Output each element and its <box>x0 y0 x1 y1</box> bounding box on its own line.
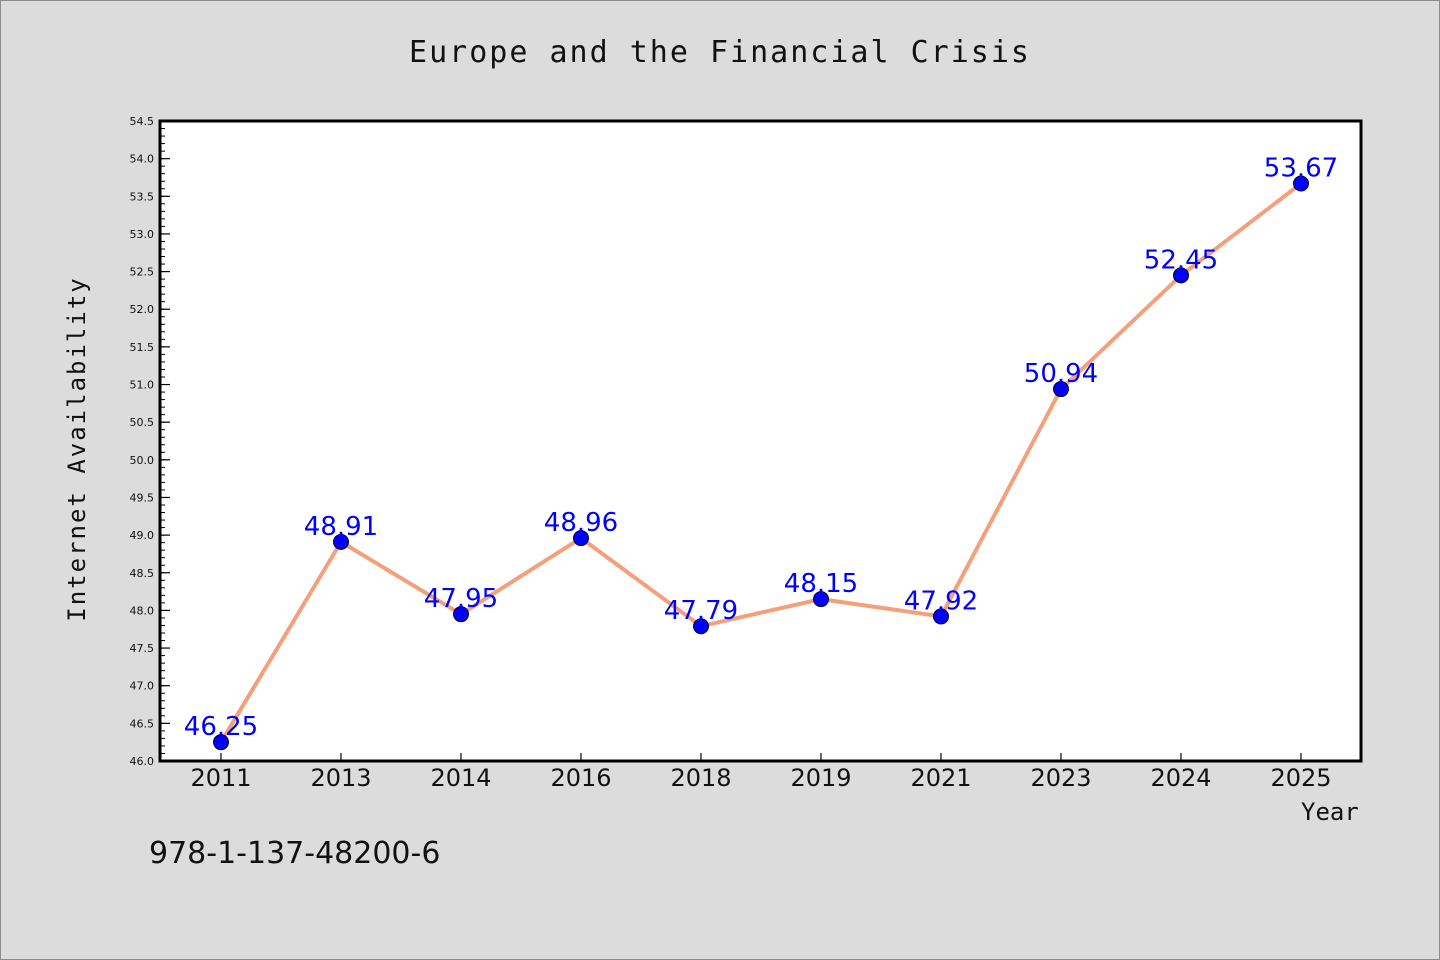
y-tick-label: 50.0 <box>130 454 155 467</box>
y-tick-label: 51.5 <box>130 341 155 354</box>
plot-background <box>160 121 1361 761</box>
y-tick-label: 54.5 <box>130 115 155 128</box>
data-label: 52.45 <box>1144 245 1218 275</box>
chart-title: Europe and the Financial Crisis <box>409 35 1031 70</box>
x-tick-label: 2024 <box>1150 764 1211 792</box>
x-tick-label: 2018 <box>670 764 731 792</box>
x-tick-label: 2014 <box>430 764 491 792</box>
y-tick-label: 49.0 <box>130 529 155 542</box>
y-tick-label: 54.0 <box>130 153 155 166</box>
data-label: 46.25 <box>184 712 258 742</box>
y-tick-label: 46.5 <box>130 717 155 730</box>
y-tick-label: 48.0 <box>130 604 155 617</box>
y-tick-label: 53.0 <box>130 228 155 241</box>
data-point <box>1293 175 1309 192</box>
y-tick-label: 47.5 <box>130 642 155 655</box>
data-label: 47.95 <box>424 584 498 614</box>
data-point <box>573 530 589 547</box>
data-point <box>1173 267 1189 284</box>
x-tick-label: 2011 <box>190 764 251 792</box>
y-tick-label: 52.5 <box>130 266 155 279</box>
x-tick-label: 2025 <box>1270 764 1331 792</box>
data-point <box>213 734 229 751</box>
x-tick-label: 2023 <box>1030 764 1091 792</box>
data-point <box>933 608 949 625</box>
data-point <box>813 591 829 608</box>
y-tick-label: 51.0 <box>130 379 155 392</box>
x-tick-label: 2019 <box>790 764 851 792</box>
data-point <box>693 618 709 635</box>
y-tick-label: 49.5 <box>130 491 155 504</box>
isbn-text: 978-1-137-48200-6 <box>149 836 441 871</box>
data-label: 47.79 <box>664 596 738 626</box>
y-tick-label: 52.0 <box>130 303 155 316</box>
data-point <box>333 533 349 550</box>
x-tick-label: 2013 <box>310 764 371 792</box>
y-tick-label: 47.0 <box>130 680 155 693</box>
data-label: 48.96 <box>544 508 618 538</box>
y-tick-label: 53.5 <box>130 190 155 203</box>
y-axis: 46.0 46.5 47.0 47.5 48.0 48.5 49.0 49.5 50.0 50.5… <box>130 115 170 768</box>
y-tick-label: 46.0 <box>130 755 155 768</box>
x-axis: 2011 2013 2014 2016 2018 2019 2021 2023 2024 2025 <box>190 753 1332 792</box>
x-axis-label: Year <box>1301 798 1359 826</box>
data-point <box>453 606 469 623</box>
data-label: 47.92 <box>904 586 978 616</box>
y-tick-label: 50.5 <box>130 416 155 429</box>
data-labels: 46.25 48.91 47.95 48.96 47.79 48.15 47.92 50.94… <box>184 153 1338 742</box>
series-line <box>219 181 1303 744</box>
x-tick-label: 2016 <box>550 764 611 792</box>
data-label: 48.15 <box>784 569 858 599</box>
data-label: 50.94 <box>1024 359 1098 389</box>
plot-frame <box>158 119 1363 763</box>
x-tick-label: 2021 <box>910 764 971 792</box>
data-label: 53.67 <box>1264 153 1338 183</box>
y-tick-label: 48.5 <box>130 567 155 580</box>
data-label: 48.91 <box>304 512 378 542</box>
data-point <box>1053 381 1069 398</box>
data-markers <box>213 175 1309 751</box>
